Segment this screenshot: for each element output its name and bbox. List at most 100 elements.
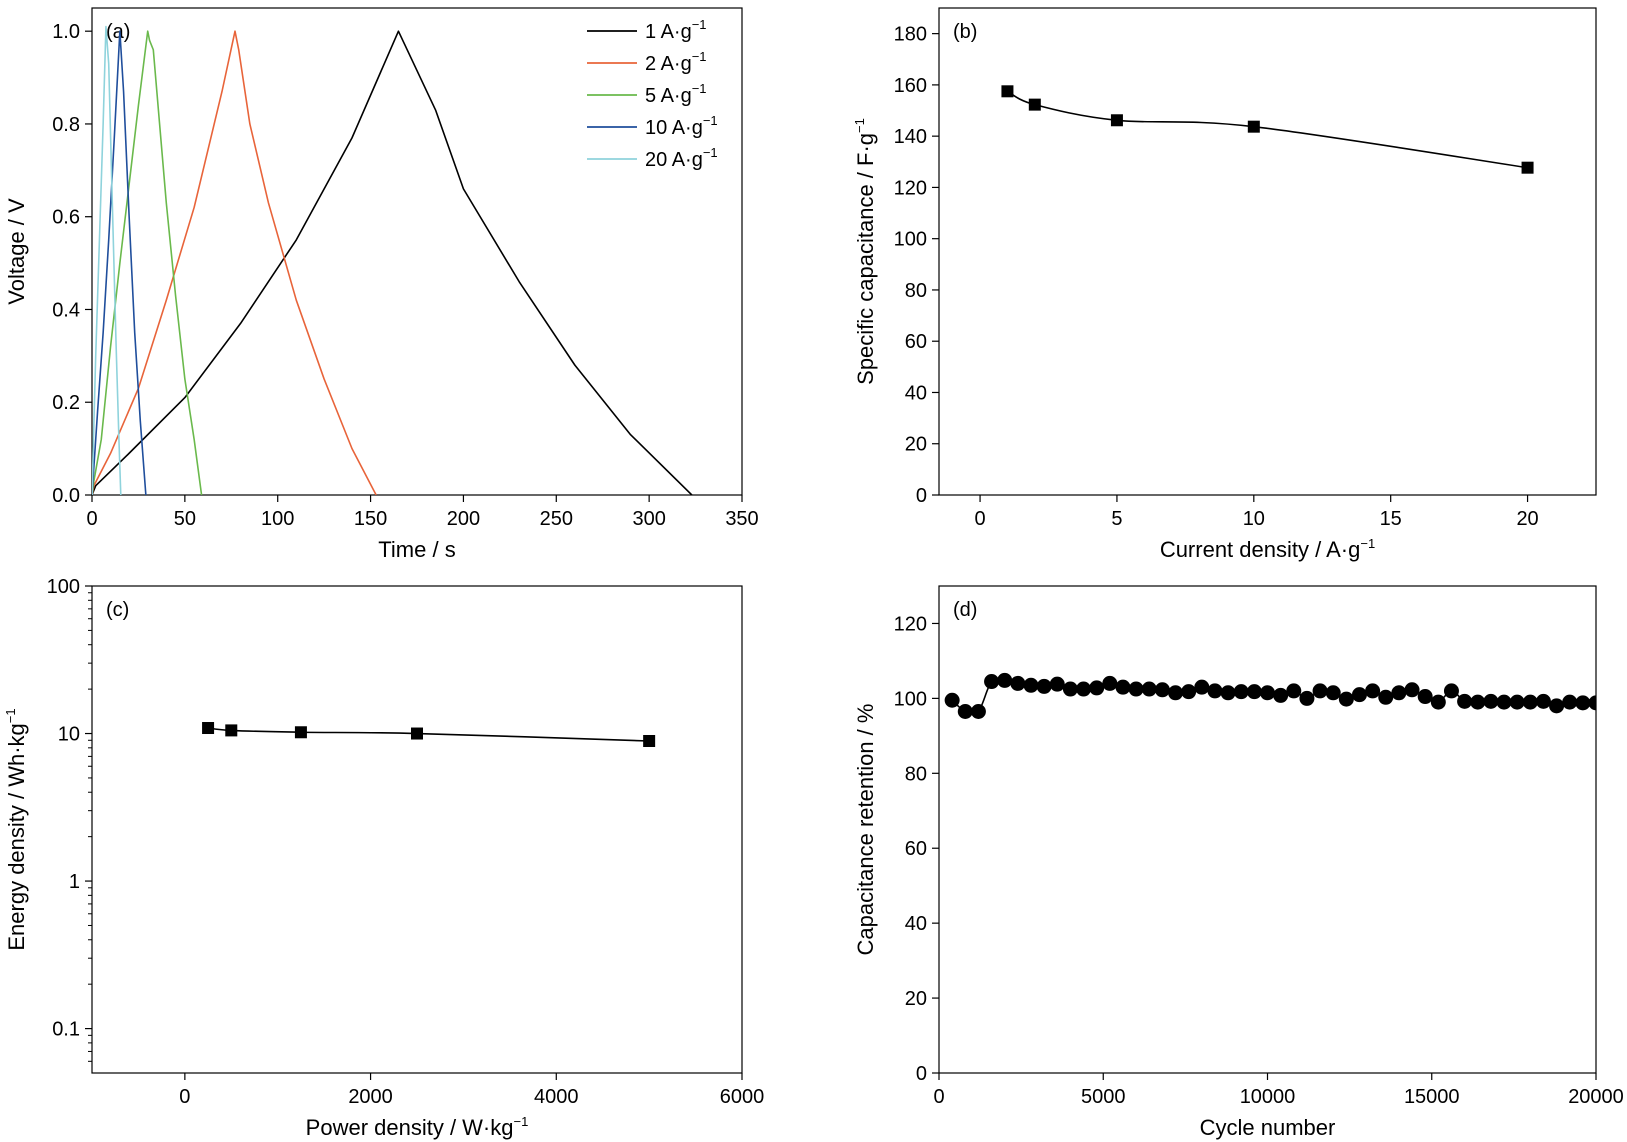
legend-label-1-text: 1 A·g [645,21,692,43]
series-line [207,727,650,742]
x-tick-label: 20 [1516,508,1538,530]
x-tick-label: 100 [261,508,294,530]
y-axis-label-superscript: −1 [3,708,18,723]
y-tick-label: 60 [905,331,927,353]
y-axis-label: Capacitance retention / % [853,704,878,956]
data-point [1246,684,1262,700]
x-tick-label: 250 [540,508,573,530]
data-point [957,703,973,719]
y-tick-label: 100 [894,688,927,710]
panel-label: (b) [953,21,977,43]
y-tick-label: 20 [905,988,927,1010]
data-point [997,672,1013,688]
series-1 [92,30,693,495]
data-point [643,734,656,747]
data-point [1028,98,1041,111]
data-point [1338,691,1354,707]
data-point [1089,680,1105,696]
data-point [1521,161,1534,174]
x-tick-label: 150 [354,508,387,530]
x-tick-label: 10 [1243,508,1265,530]
x-axis-label: Time / s [378,537,455,562]
data-point [1286,683,1302,699]
y-tick-label: 80 [905,280,927,302]
data-point [1365,683,1381,699]
y-axis-label-text: Energy density / Wh·kg [4,723,29,950]
legend-label-1: 1 A·g−1 [645,17,707,43]
data-point [1194,679,1210,695]
data-point [1549,698,1565,714]
legend-label-2-text: 2 A·g [645,53,692,75]
x-tick-label: 2000 [348,1086,393,1108]
x-axis-label-text: Time / s [378,537,455,562]
chart-panel-a: 0 50 100 150 200 250 300 350 0.0 0.2 0.4 0.6 0.8 1.0 T… [4,7,759,562]
y-tick-label: 60 [905,838,927,860]
data-point [294,726,307,739]
plot-frame [938,585,1597,1074]
x-tick-label: 0 [86,508,97,530]
legend-label-4-superscript: −1 [703,113,718,128]
data-point [1496,694,1512,710]
data-point [1023,677,1039,693]
y-tick-label: 20 [905,434,927,456]
legend-label-2-superscript: −1 [692,49,707,64]
data-point [1299,690,1315,706]
data-point [1036,678,1052,694]
y-tick-label: 0.2 [52,392,80,414]
series-4 [92,30,147,495]
x-axis-label: Power density / W·kg−1 [306,1114,529,1140]
series-line [1007,90,1528,169]
x-tick-label: 0 [179,1086,190,1108]
x-axis-label-superscript: −1 [1360,536,1375,551]
data-point [1273,687,1289,703]
data-point [1233,684,1249,700]
y-tick-label: 140 [894,126,927,148]
x-tick-label: 5000 [1081,1086,1126,1108]
data-point [1001,85,1014,98]
series-1 [944,672,1596,719]
plot-frame [938,7,1597,496]
data-point [1430,694,1446,710]
y-tick-label: 0.4 [52,299,80,321]
y-tick-label: 0.0 [52,485,80,507]
data-point [1049,676,1065,692]
data-point [1115,679,1131,695]
x-tick-label: 10000 [1240,1086,1296,1108]
series-line-1 [92,30,693,495]
x-axis-label: Current density / A·g−1 [1160,536,1375,562]
data-point [1535,693,1551,709]
x-tick-label: 300 [632,508,665,530]
series-1 [1001,85,1534,174]
data-point [1325,685,1341,701]
y-tick-label: 0 [916,485,927,507]
data-point [1404,682,1420,698]
y-tick-label: 0.6 [52,207,80,229]
data-point [1470,694,1486,710]
x-axis-label-text: Power density / W·kg [306,1115,514,1140]
data-point [1247,120,1260,133]
y-axis-label-superscript: −1 [852,118,867,133]
data-point [1128,681,1144,697]
x-axis-label: Cycle number [1200,1115,1336,1140]
x-tick-label: 20000 [1568,1086,1624,1108]
data-point [411,727,423,740]
series-line-3 [92,30,203,495]
y-tick-label: 10 [58,724,80,746]
y-tick-label: 40 [905,913,927,935]
data-point [1483,693,1499,709]
data-point [1010,675,1026,691]
y-tick-label: 1 [69,871,80,893]
data-point [1575,695,1591,711]
data-point [1351,687,1367,703]
plot-frame [91,585,743,1074]
y-axis-label-text: Specific capacitance / F·g [853,133,878,385]
data-point [1522,694,1538,710]
y-tick-label: 100 [47,576,80,598]
y-axis-label: Specific capacitance / F·g−1 [852,118,878,385]
data-point [1062,681,1078,697]
data-point [1443,683,1459,699]
y-tick-label: 0 [916,1063,927,1085]
x-axis-label-text: Current density / A·g [1160,537,1361,562]
data-point [1110,114,1123,127]
